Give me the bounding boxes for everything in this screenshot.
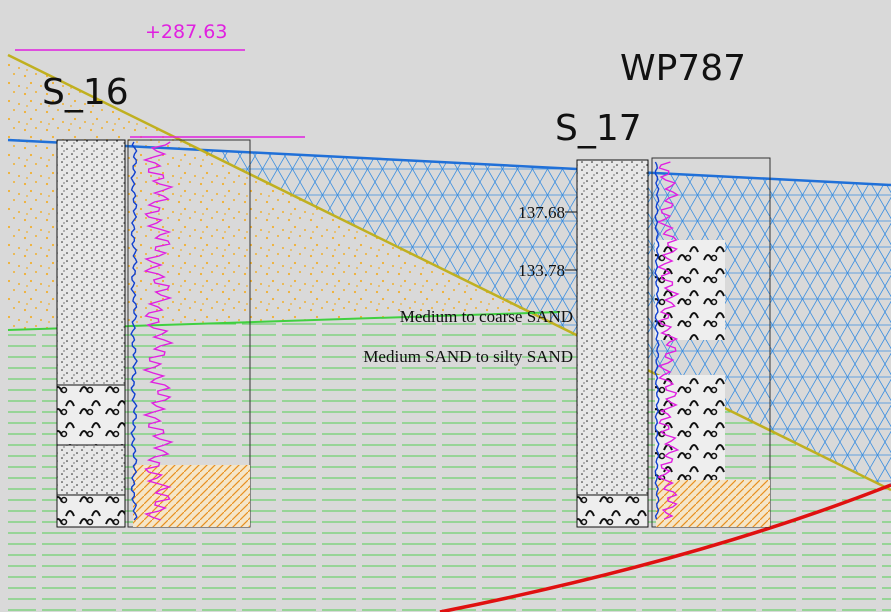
layer-label: Medium to coarse SAND xyxy=(400,307,573,326)
page: +287.63 WP787 S_16 S_17 137.68 133.78 Me… xyxy=(0,0,891,612)
level-label: 137.68 xyxy=(518,203,565,222)
log-column xyxy=(577,160,648,527)
elevation-label: +287.63 xyxy=(145,21,227,43)
log-gravel xyxy=(577,495,648,527)
level-label: 133.78 xyxy=(518,261,565,280)
cad-view: +287.63 WP787 S_16 S_17 137.68 133.78 Me… xyxy=(0,0,891,612)
log-column xyxy=(57,140,125,527)
log-gravel xyxy=(57,385,125,445)
log-gravel xyxy=(57,495,125,527)
borehole-name: S_16 xyxy=(42,72,129,113)
layer-label: Medium SAND to silty SAND xyxy=(363,347,573,366)
log-hatch xyxy=(133,465,250,527)
section-title: WP787 xyxy=(620,48,746,89)
borehole-name: S_17 xyxy=(555,108,642,149)
